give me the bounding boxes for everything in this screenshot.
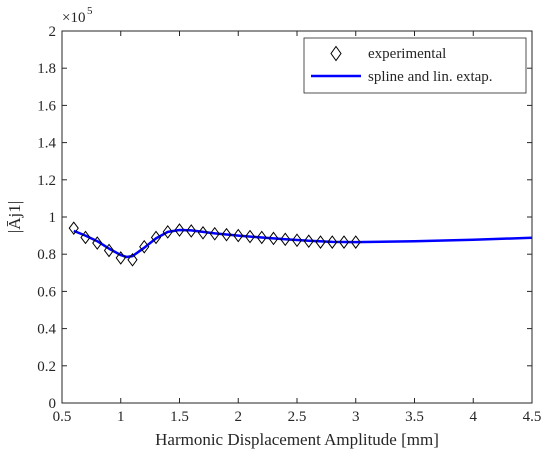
x-tick-label: 4.5 xyxy=(523,409,542,425)
y-tick-label: 1.4 xyxy=(37,136,56,152)
y-tick-label: 1 xyxy=(49,210,57,226)
y-exponent-base: ×10 xyxy=(62,10,85,26)
x-tick-label: 0.5 xyxy=(53,409,72,425)
y-tick-label: 0.8 xyxy=(37,247,56,263)
data-point-experimental xyxy=(233,228,244,243)
x-tick-label: 1 xyxy=(117,409,125,425)
data-point-experimental xyxy=(92,236,103,250)
data-point-experimental xyxy=(150,230,162,245)
data-point-experimental xyxy=(103,243,115,258)
y-tick-label: 1.2 xyxy=(37,173,56,189)
data-point-experimental xyxy=(315,235,326,249)
y-tick-label: 0.4 xyxy=(37,322,56,338)
data-point-experimental xyxy=(209,226,220,241)
data-point-experimental xyxy=(350,235,361,249)
data-point-experimental xyxy=(244,229,256,244)
y-tick-label: 0.2 xyxy=(37,359,56,375)
data-point-experimental xyxy=(338,235,350,249)
data-point-experimental xyxy=(327,235,338,249)
legend-box xyxy=(303,37,527,94)
x-tick-label: 1.5 xyxy=(170,409,189,425)
x-tick-label: 4 xyxy=(470,409,478,425)
y-tick-label: 0 xyxy=(49,396,57,412)
data-point-experimental xyxy=(221,227,232,242)
legend-label-spline: spline and lin. extap. xyxy=(368,69,493,85)
data-point-experimental xyxy=(256,230,267,245)
series-layer xyxy=(68,221,533,267)
data-point-experimental xyxy=(303,234,314,249)
legend-diamond-marker xyxy=(330,45,342,62)
x-axis-label: Harmonic Displacement Amplitude [mm] xyxy=(155,430,439,449)
legend-label-experimental: experimental xyxy=(368,46,446,62)
data-point-experimental xyxy=(68,221,79,235)
y-tick-label: 1.6 xyxy=(37,98,56,114)
data-point-experimental xyxy=(139,239,150,254)
x-tick-label: 3 xyxy=(352,409,360,425)
data-point-experimental xyxy=(186,224,197,238)
x-tick-label: 2.5 xyxy=(288,409,307,425)
data-point-experimental xyxy=(291,233,303,248)
data-point-experimental xyxy=(268,231,279,246)
x-tick-label: 3.5 xyxy=(405,409,424,425)
y-tick-label: 2 xyxy=(49,24,57,40)
x-tick-label: 2 xyxy=(235,409,243,425)
legend: experimental spline and lin. extap. xyxy=(303,37,527,94)
data-point-experimental xyxy=(127,252,138,267)
y-exponent-power: 5 xyxy=(87,5,93,17)
y-axis-label: |Āj1| xyxy=(5,201,24,233)
data-point-experimental xyxy=(197,225,209,240)
data-point-experimental xyxy=(174,223,185,237)
data-point-experimental xyxy=(115,251,126,265)
data-point-experimental xyxy=(280,232,291,247)
y-tick-label: 0.6 xyxy=(37,284,56,300)
data-point-experimental xyxy=(162,225,173,239)
y-tick-label: 1.8 xyxy=(37,61,56,77)
data-point-experimental xyxy=(80,230,91,245)
ticks-layer: 0.5 1 1.5 2 2.5 3 3.5 4 4.5 0 0.2 0.4 0.6 0.8 1 1.2 1.4 1… xyxy=(37,24,541,425)
